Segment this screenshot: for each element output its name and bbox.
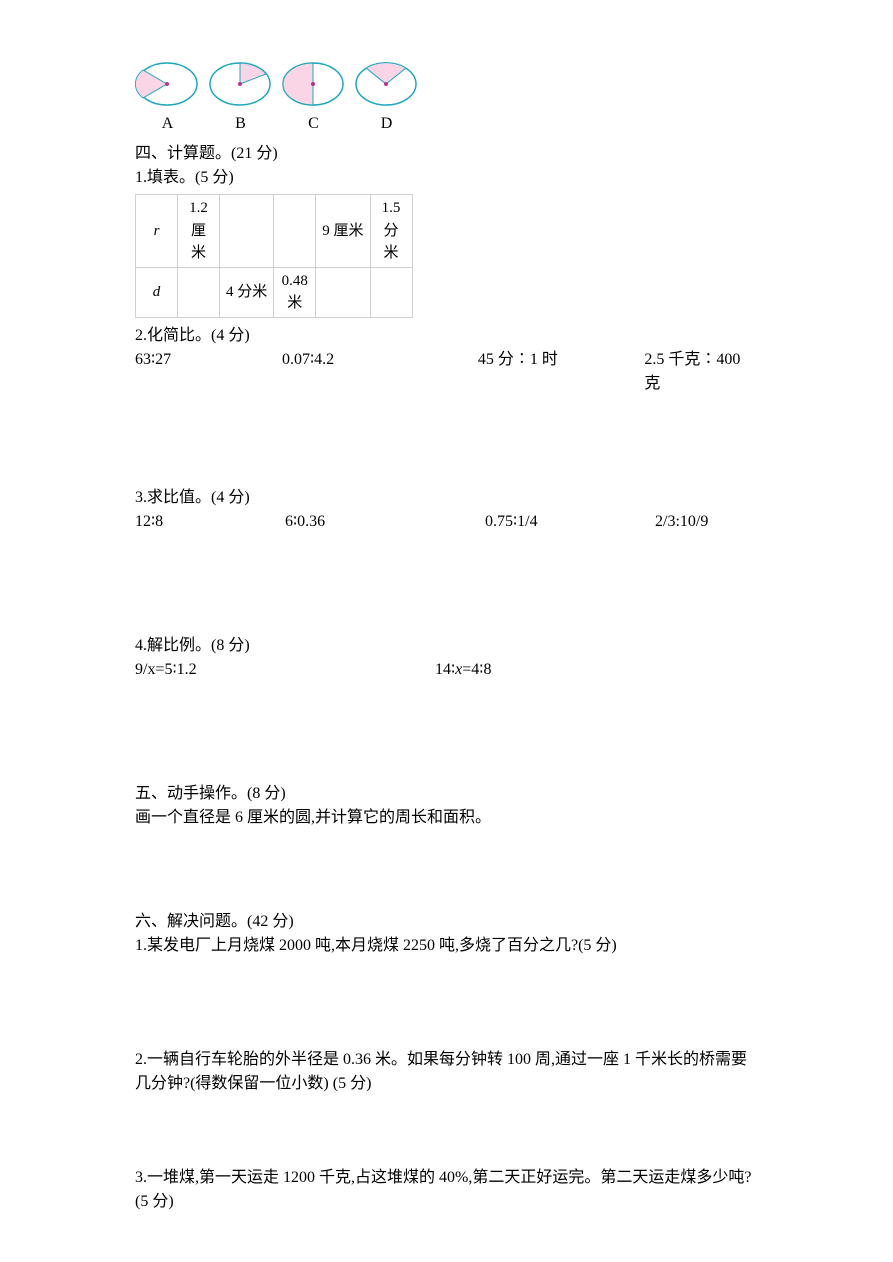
q1-title: 1.填表。(5 分) [135, 166, 758, 190]
q2-item-0: 63∶27 [135, 348, 282, 396]
q3-items: 12∶8 6∶0.36 0.75∶1/4 2/3:10/9 [135, 510, 758, 534]
circle-d [354, 60, 419, 108]
d-cell-4 [370, 267, 412, 317]
r-cell-2 [274, 195, 316, 268]
q4-item-1: 14∶x=4∶8 [435, 658, 491, 682]
q2-item-3: 2.5 千克∶400 克 [644, 348, 758, 396]
q2-items: 63∶27 0.07∶4.2 45 分∶1 时 2.5 千克∶400 克 [135, 348, 758, 396]
q3-item-1: 6∶0.36 [285, 510, 485, 534]
circle-b [208, 60, 273, 108]
label-d: D [354, 112, 419, 136]
q3-item-2: 0.75∶1/4 [485, 510, 655, 534]
section6-q1: 1.某发电厂上月烧煤 2000 吨,本月烧煤 2250 吨,多烧了百分之几?(5… [135, 934, 758, 958]
d-cell-1: 4 分米 [220, 267, 274, 317]
label-b: B [208, 112, 273, 136]
d-cell-2: 0.48 米 [274, 267, 316, 317]
q3-item-0: 12∶8 [135, 510, 285, 534]
q4-title: 4.解比例。(8 分) [135, 634, 758, 658]
section6-q3: 3.一堆煤,第一天运走 1200 千克,占这堆煤的 40%,第二天正好运完。第二… [135, 1166, 758, 1214]
circle-labels: A B C D [135, 112, 758, 136]
ellipse-d-icon [354, 60, 419, 108]
section6-q2: 2.一辆自行车轮胎的外半径是 0.36 米。如果每分钟转 100 周,通过一座 … [135, 1048, 758, 1096]
section4-title: 四、计算题。(21 分) [135, 142, 758, 166]
circle-a [135, 60, 200, 108]
section5-title: 五、动手操作。(8 分) [135, 782, 758, 806]
q3-title: 3.求比值。(4 分) [135, 486, 758, 510]
section6-title: 六、解决问题。(42 分) [135, 910, 758, 934]
circles-row [135, 60, 758, 108]
d-cell-3 [316, 267, 370, 317]
q4-items: 9/x=5∶1.2 14∶x=4∶8 [135, 658, 758, 682]
r-cell-3: 9 厘米 [316, 195, 370, 268]
d-cell-0 [178, 267, 220, 317]
th-d: d [136, 267, 178, 317]
r-cell-4: 1.5 分米 [370, 195, 412, 268]
ellipse-a-icon [135, 60, 200, 108]
fill-table: r 1.2 厘米 9 厘米 1.5 分米 d 4 分米 0.48 米 [135, 194, 758, 318]
r-cell-0: 1.2 厘米 [178, 195, 220, 268]
circle-c [281, 60, 346, 108]
q3-item-3: 2/3:10/9 [655, 510, 708, 534]
section5-body: 画一个直径是 6 厘米的圆,并计算它的周长和面积。 [135, 806, 758, 830]
r-cell-1 [220, 195, 274, 268]
label-a: A [135, 112, 200, 136]
q2-item-2: 45 分∶1 时 [478, 348, 645, 396]
q2-item-1: 0.07∶4.2 [282, 348, 478, 396]
label-c: C [281, 112, 346, 136]
q4-item-0: 9/x=5∶1.2 [135, 658, 435, 682]
th-r: r [136, 195, 178, 268]
q2-title: 2.化简比。(4 分) [135, 324, 758, 348]
ellipse-c-icon [281, 60, 346, 108]
ellipse-b-icon [208, 60, 273, 108]
